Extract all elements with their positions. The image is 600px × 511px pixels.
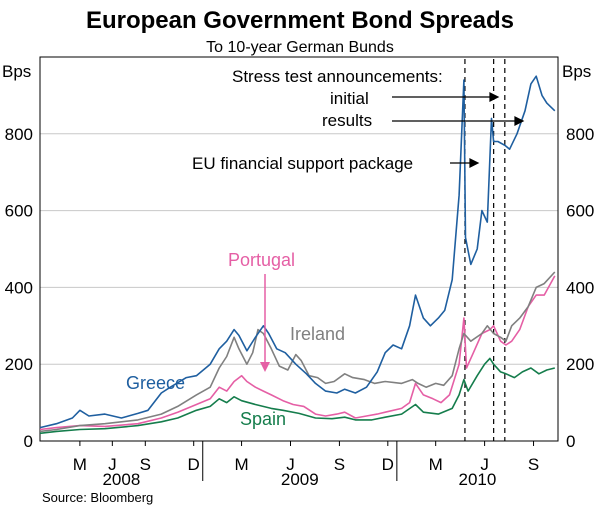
x-tick-label: S bbox=[528, 455, 539, 474]
y-tick-label-left: 400 bbox=[5, 278, 33, 297]
spain-label: Spain bbox=[240, 409, 286, 429]
x-tick-label: M bbox=[429, 455, 443, 474]
ireland-label: Ireland bbox=[290, 324, 345, 344]
y-tick-label-right: 400 bbox=[566, 278, 594, 297]
eu-package-arrow-head bbox=[469, 158, 480, 168]
year-label: 2008 bbox=[102, 470, 140, 489]
initial-arrow-head bbox=[489, 92, 500, 102]
series-line-spain bbox=[39, 357, 555, 435]
x-tick-label: S bbox=[140, 455, 151, 474]
y-axis-unit-right: Bps bbox=[562, 62, 591, 81]
series-line-greece bbox=[39, 75, 556, 429]
y-tick-label-left: 200 bbox=[5, 355, 33, 374]
portugal-label: Portugal bbox=[228, 250, 295, 270]
series-lines bbox=[39, 75, 556, 435]
y-tick-label-right: 600 bbox=[566, 202, 594, 221]
results-annotation: results bbox=[322, 111, 372, 130]
chart-title: European Government Bond Spreads bbox=[86, 7, 514, 34]
portugal-pointer-head bbox=[260, 362, 270, 372]
y-tick-label-right: 800 bbox=[566, 125, 594, 144]
chart-subtitle: To 10-year German Bunds bbox=[206, 39, 394, 56]
y-ticks-left: 0 200 400 600 800 bbox=[5, 125, 33, 451]
event-lines bbox=[464, 59, 506, 441]
eu-package-annotation: EU financial support package bbox=[192, 154, 413, 173]
initial-annotation: initial bbox=[330, 89, 369, 108]
x-tick-label: D bbox=[188, 455, 200, 474]
x-tick-label: J bbox=[286, 455, 295, 474]
plot-frame bbox=[39, 56, 559, 442]
gridlines bbox=[40, 133, 558, 365]
results-arrow-head bbox=[514, 116, 525, 126]
y-tick-label-right: 0 bbox=[566, 432, 575, 451]
x-tick-label: D bbox=[382, 455, 394, 474]
x-tick-label: M bbox=[234, 455, 248, 474]
annotation-arrows bbox=[392, 92, 525, 168]
x-tick-label: S bbox=[334, 455, 345, 474]
year-label: 2009 bbox=[281, 470, 319, 489]
year-label: 2010 bbox=[459, 470, 497, 489]
y-axis-unit-left: Bps bbox=[2, 62, 31, 81]
source-note: Source: Bloomberg bbox=[42, 490, 153, 505]
y-tick-label-left: 600 bbox=[5, 202, 33, 221]
x-tick-label: J bbox=[108, 455, 117, 474]
greece-label: Greece bbox=[126, 373, 185, 393]
y-tick-label-right: 200 bbox=[566, 355, 594, 374]
y-tick-label-left: 800 bbox=[5, 125, 33, 144]
stress-test-annotation: Stress test announcements: bbox=[232, 67, 443, 86]
series-line-ireland bbox=[39, 271, 556, 433]
y-ticks-right: 0 200 400 600 800 bbox=[566, 125, 594, 451]
x-tick-label: M bbox=[73, 455, 87, 474]
x-tick-label: J bbox=[480, 455, 489, 474]
y-tick-label-left: 0 bbox=[24, 432, 33, 451]
series-line-portugal bbox=[39, 275, 556, 431]
